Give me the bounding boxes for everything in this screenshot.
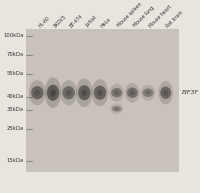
Ellipse shape xyxy=(114,91,119,95)
Text: 25kDa: 25kDa xyxy=(6,126,24,131)
Ellipse shape xyxy=(109,84,124,102)
Ellipse shape xyxy=(158,81,173,104)
Text: Mouse lung: Mouse lung xyxy=(132,6,155,28)
Bar xyxy=(26,29,179,172)
Text: Jurkat: Jurkat xyxy=(84,15,98,28)
Text: 40kDa: 40kDa xyxy=(6,94,24,99)
Ellipse shape xyxy=(115,108,119,110)
Ellipse shape xyxy=(143,88,153,97)
Ellipse shape xyxy=(60,80,77,105)
Text: 100kDa: 100kDa xyxy=(3,33,24,38)
Ellipse shape xyxy=(130,90,135,95)
Text: Mouse heart: Mouse heart xyxy=(148,4,173,28)
Ellipse shape xyxy=(78,85,90,100)
Ellipse shape xyxy=(125,83,140,103)
Ellipse shape xyxy=(76,78,93,107)
Ellipse shape xyxy=(160,87,171,99)
Ellipse shape xyxy=(111,88,122,97)
Ellipse shape xyxy=(92,79,108,106)
Text: 15kDa: 15kDa xyxy=(6,158,24,163)
Ellipse shape xyxy=(62,86,75,99)
Text: BT-474: BT-474 xyxy=(69,13,84,28)
Text: Rat brain: Rat brain xyxy=(166,10,184,28)
Ellipse shape xyxy=(163,90,168,96)
Ellipse shape xyxy=(31,86,43,99)
Ellipse shape xyxy=(45,77,61,108)
Ellipse shape xyxy=(35,90,40,96)
Ellipse shape xyxy=(47,85,59,101)
Ellipse shape xyxy=(66,90,71,96)
Ellipse shape xyxy=(141,85,155,101)
Text: HeLa: HeLa xyxy=(100,16,112,28)
Text: Mouse spleen: Mouse spleen xyxy=(117,2,143,28)
Ellipse shape xyxy=(50,89,56,96)
Text: 70kDa: 70kDa xyxy=(6,52,24,57)
Ellipse shape xyxy=(127,87,138,98)
Text: 35kDa: 35kDa xyxy=(7,107,24,112)
Ellipse shape xyxy=(110,103,123,114)
Ellipse shape xyxy=(97,90,103,96)
Ellipse shape xyxy=(82,89,87,96)
Text: SKOV3: SKOV3 xyxy=(53,14,68,28)
Ellipse shape xyxy=(94,86,106,100)
Ellipse shape xyxy=(29,80,46,105)
Text: HL-60: HL-60 xyxy=(37,15,51,28)
Text: 55kDa: 55kDa xyxy=(6,71,24,76)
Ellipse shape xyxy=(146,91,150,95)
Ellipse shape xyxy=(112,106,121,112)
Text: EIF3F: EIF3F xyxy=(181,90,198,95)
